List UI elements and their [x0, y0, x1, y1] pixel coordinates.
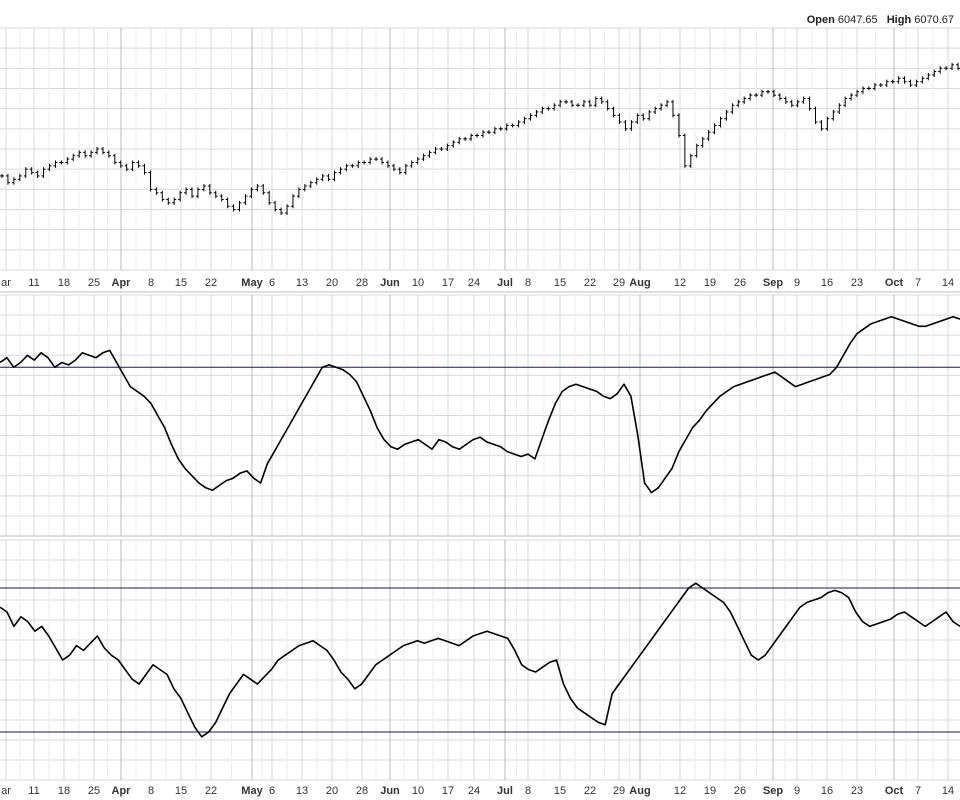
price-x-tick-label: May: [241, 277, 263, 289]
indicator-2-x-tick-label: 17: [442, 785, 454, 797]
indicator-2-x-tick-label: 22: [584, 785, 596, 797]
indicator-2-x-tick-label: Oct: [885, 785, 904, 797]
indicator-1-series-line: [0, 315, 960, 494]
indicator-2-x-tick-label: 24: [468, 785, 480, 797]
indicator-2-x-tick-label: 22: [205, 785, 217, 797]
indicator-2-x-tick-label: 28: [356, 785, 368, 797]
indicator-2-x-tick-label: 15: [175, 785, 187, 797]
price-x-tick-label: 29: [613, 277, 625, 289]
price-x-tick-label: Jul: [497, 277, 513, 289]
indicator-2-x-tick-label: 14: [942, 785, 954, 797]
price-x-tick-label: 8: [525, 277, 531, 289]
price-x-tick-label: 12: [674, 277, 686, 289]
indicator-2-x-tick-label: May: [241, 785, 263, 797]
indicator-2-x-tick-label: 7: [915, 785, 921, 797]
indicator-2-x-tick-label: 13: [296, 785, 308, 797]
price-x-tick-label: Aug: [629, 277, 650, 289]
high-value: 6070.67: [914, 14, 954, 26]
indicator-2-x-tick-label: 12: [674, 785, 686, 797]
indicator-2-x-tick-label: Jul: [497, 785, 513, 797]
price-x-tick-label: 22: [205, 277, 217, 289]
indicator-2-x-tick-label: 11: [28, 785, 39, 797]
price-x-tick-label: 6: [269, 277, 275, 289]
indicator-2-x-tick-label: 18: [58, 785, 70, 797]
price-x-tick-label: 16: [821, 277, 833, 289]
ohlc-readout: Open 6047.65 High 6070.67: [807, 14, 960, 26]
indicator-2-x-tick-label: 8: [148, 785, 154, 797]
price-x-tick-label: 7: [915, 277, 921, 289]
price-x-tick-label: 13: [296, 277, 308, 289]
indicator-2-x-tick-label: 25: [88, 785, 100, 797]
indicator-2-x-tick-label: 23: [851, 785, 863, 797]
price-x-tick-label: 22: [584, 277, 596, 289]
price-x-tick-label: Apr: [112, 277, 132, 289]
indicator-2-x-tick-label: ar: [1, 785, 11, 797]
price-x-tick-label: 14: [942, 277, 954, 289]
price-x-tick-label: 15: [175, 277, 187, 289]
indicator-2-x-tick-label: Apr: [112, 785, 132, 797]
indicator-2-x-tick-label: 19: [704, 785, 716, 797]
indicator-2-x-tick-label: 20: [326, 785, 338, 797]
price-x-tick-label: 25: [88, 277, 100, 289]
high-label: High: [886, 14, 912, 26]
indicator-2-x-tick-label: 16: [821, 785, 833, 797]
indicator-2-x-tick-label: Jun: [380, 785, 400, 797]
price-x-tick-label: 9: [794, 277, 800, 289]
price-x-tick-label: 26: [734, 277, 746, 289]
price-x-tick-label: ar: [1, 277, 11, 289]
price-x-tick-label: 20: [326, 277, 338, 289]
indicator-2-x-tick-label: 10: [412, 785, 424, 797]
price-x-tick-label: 10: [412, 277, 424, 289]
price-x-tick-label: Sep: [763, 277, 783, 289]
price-x-tick-label: 8: [148, 277, 154, 289]
indicator-2-x-tick-label: 29: [613, 785, 625, 797]
price-panel: ar 11 18 25 Apr 8 15 22 May 6 13 20 28 Jun 10 17 24 Jul 8 1…: [0, 27, 960, 289]
price-x-tick-label: 24: [468, 277, 480, 289]
price-x-tick-label: 28: [356, 277, 368, 289]
price-x-tick-label: Jun: [380, 277, 400, 289]
indicator-2-x-tick-label: 15: [554, 785, 566, 797]
price-x-tick-label: 11: [28, 277, 39, 289]
indicator-2-panel: ar 11 18 25 Apr 8 15 22 May 6 13 20 28 Jun 10 17 24 Jul 8 1…: [0, 539, 960, 797]
indicator-2-x-tick-label: 6: [269, 785, 275, 797]
indicator-2-x-tick-label: 8: [525, 785, 531, 797]
indicator-2-x-tick-label: Sep: [763, 785, 783, 797]
open-label: Open: [806, 14, 835, 26]
price-x-tick-label: 17: [442, 277, 454, 289]
open-value: 6047.65: [837, 14, 878, 26]
price-x-tick-label: 19: [704, 277, 716, 289]
price-x-tick-label: 23: [851, 277, 863, 289]
indicator-1-panel: [0, 294, 960, 537]
indicator-2-series-line: [0, 582, 960, 738]
indicator-2-x-tick-label: Aug: [629, 785, 650, 797]
price-x-tick-label: Oct: [885, 277, 904, 289]
indicator-2-x-tick-label: 9: [794, 785, 800, 797]
price-x-tick-label: 15: [554, 277, 566, 289]
price-x-tick-label: 18: [58, 277, 70, 289]
indicator-2-x-tick-label: 26: [734, 785, 746, 797]
